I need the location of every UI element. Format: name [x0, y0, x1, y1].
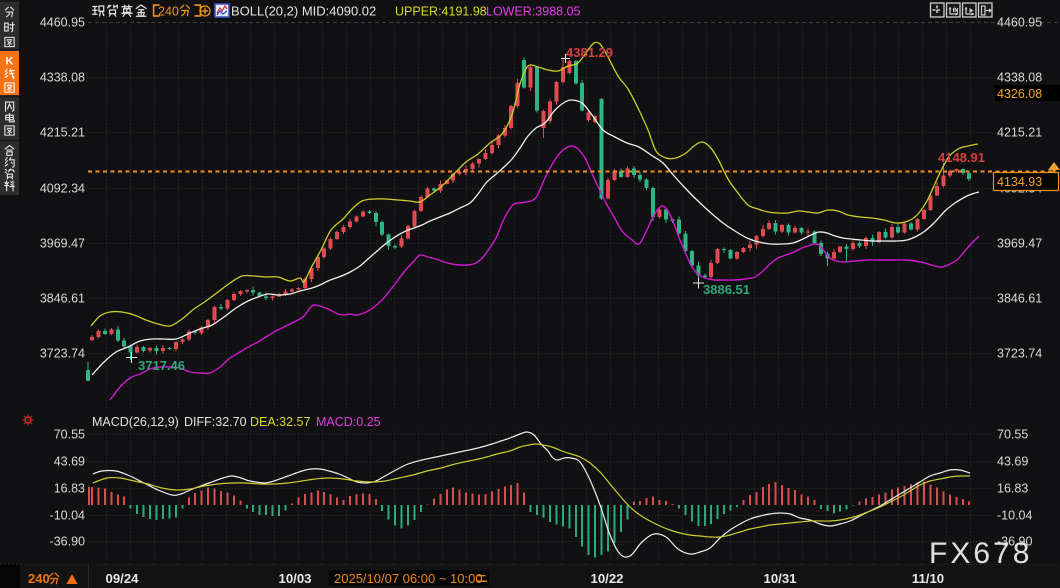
- svg-text:3886.51: 3886.51: [703, 282, 750, 297]
- svg-text:4092.34: 4092.34: [40, 182, 85, 196]
- svg-text:240: 240: [28, 571, 50, 586]
- svg-text:UPPER:4191.98: UPPER:4191.98: [395, 5, 487, 19]
- svg-text:43.69: 43.69: [54, 455, 85, 469]
- svg-text:-10.04: -10.04: [50, 509, 85, 523]
- svg-text:4460.95: 4460.95: [997, 16, 1042, 30]
- svg-text:43.69: 43.69: [997, 455, 1028, 469]
- svg-text:-10.04: -10.04: [997, 509, 1032, 523]
- svg-text:3969.47: 3969.47: [40, 237, 85, 251]
- svg-text:09/24: 09/24: [105, 571, 139, 586]
- svg-text:-36.90: -36.90: [50, 535, 85, 549]
- svg-text:-36.90: -36.90: [997, 535, 1032, 549]
- svg-text:4215.21: 4215.21: [40, 126, 85, 140]
- svg-text:4381.29: 4381.29: [566, 45, 613, 60]
- svg-text:70.55: 70.55: [997, 428, 1028, 442]
- svg-text:K: K: [6, 56, 14, 68]
- svg-text:3723.74: 3723.74: [40, 347, 85, 361]
- svg-text:MACD(26,12,9): MACD(26,12,9): [92, 415, 179, 429]
- svg-text:4215.21: 4215.21: [997, 126, 1042, 140]
- svg-text:MACD:0.25: MACD:0.25: [316, 415, 381, 429]
- svg-text:LOWER:3988.05: LOWER:3988.05: [486, 5, 581, 19]
- svg-text:10/03: 10/03: [278, 571, 311, 586]
- svg-text:2025/10/07 06:00 ~ 10:00: 2025/10/07 06:00 ~ 10:00: [334, 571, 483, 586]
- svg-text:3723.74: 3723.74: [997, 347, 1042, 361]
- svg-text:3846.61: 3846.61: [40, 292, 85, 306]
- svg-text:4326.08: 4326.08: [997, 87, 1042, 101]
- svg-text:4148.91: 4148.91: [938, 150, 985, 165]
- svg-text:3969.47: 3969.47: [997, 237, 1042, 251]
- svg-text:4338.08: 4338.08: [997, 71, 1042, 85]
- svg-text:16.83: 16.83: [997, 482, 1028, 496]
- svg-text:4134.93: 4134.93: [997, 175, 1042, 189]
- svg-text:4460.95: 4460.95: [40, 16, 85, 30]
- svg-text:DEA:32.57: DEA:32.57: [250, 415, 311, 429]
- svg-text:4338.08: 4338.08: [40, 71, 85, 85]
- svg-text:FX678: FX678: [929, 537, 1032, 570]
- svg-text:10/22: 10/22: [590, 571, 623, 586]
- svg-text:240: 240: [158, 5, 179, 19]
- svg-text:10/31: 10/31: [763, 571, 796, 586]
- svg-text:11/10: 11/10: [912, 571, 944, 586]
- svg-text:70.55: 70.55: [54, 428, 85, 442]
- svg-text:BOLL(20,2) MID:4090.02: BOLL(20,2) MID:4090.02: [231, 4, 376, 19]
- svg-text:16.83: 16.83: [54, 482, 85, 496]
- svg-text:3717.46: 3717.46: [138, 358, 185, 373]
- svg-text:3846.61: 3846.61: [997, 292, 1042, 306]
- svg-text:DIFF:32.70: DIFF:32.70: [184, 415, 247, 429]
